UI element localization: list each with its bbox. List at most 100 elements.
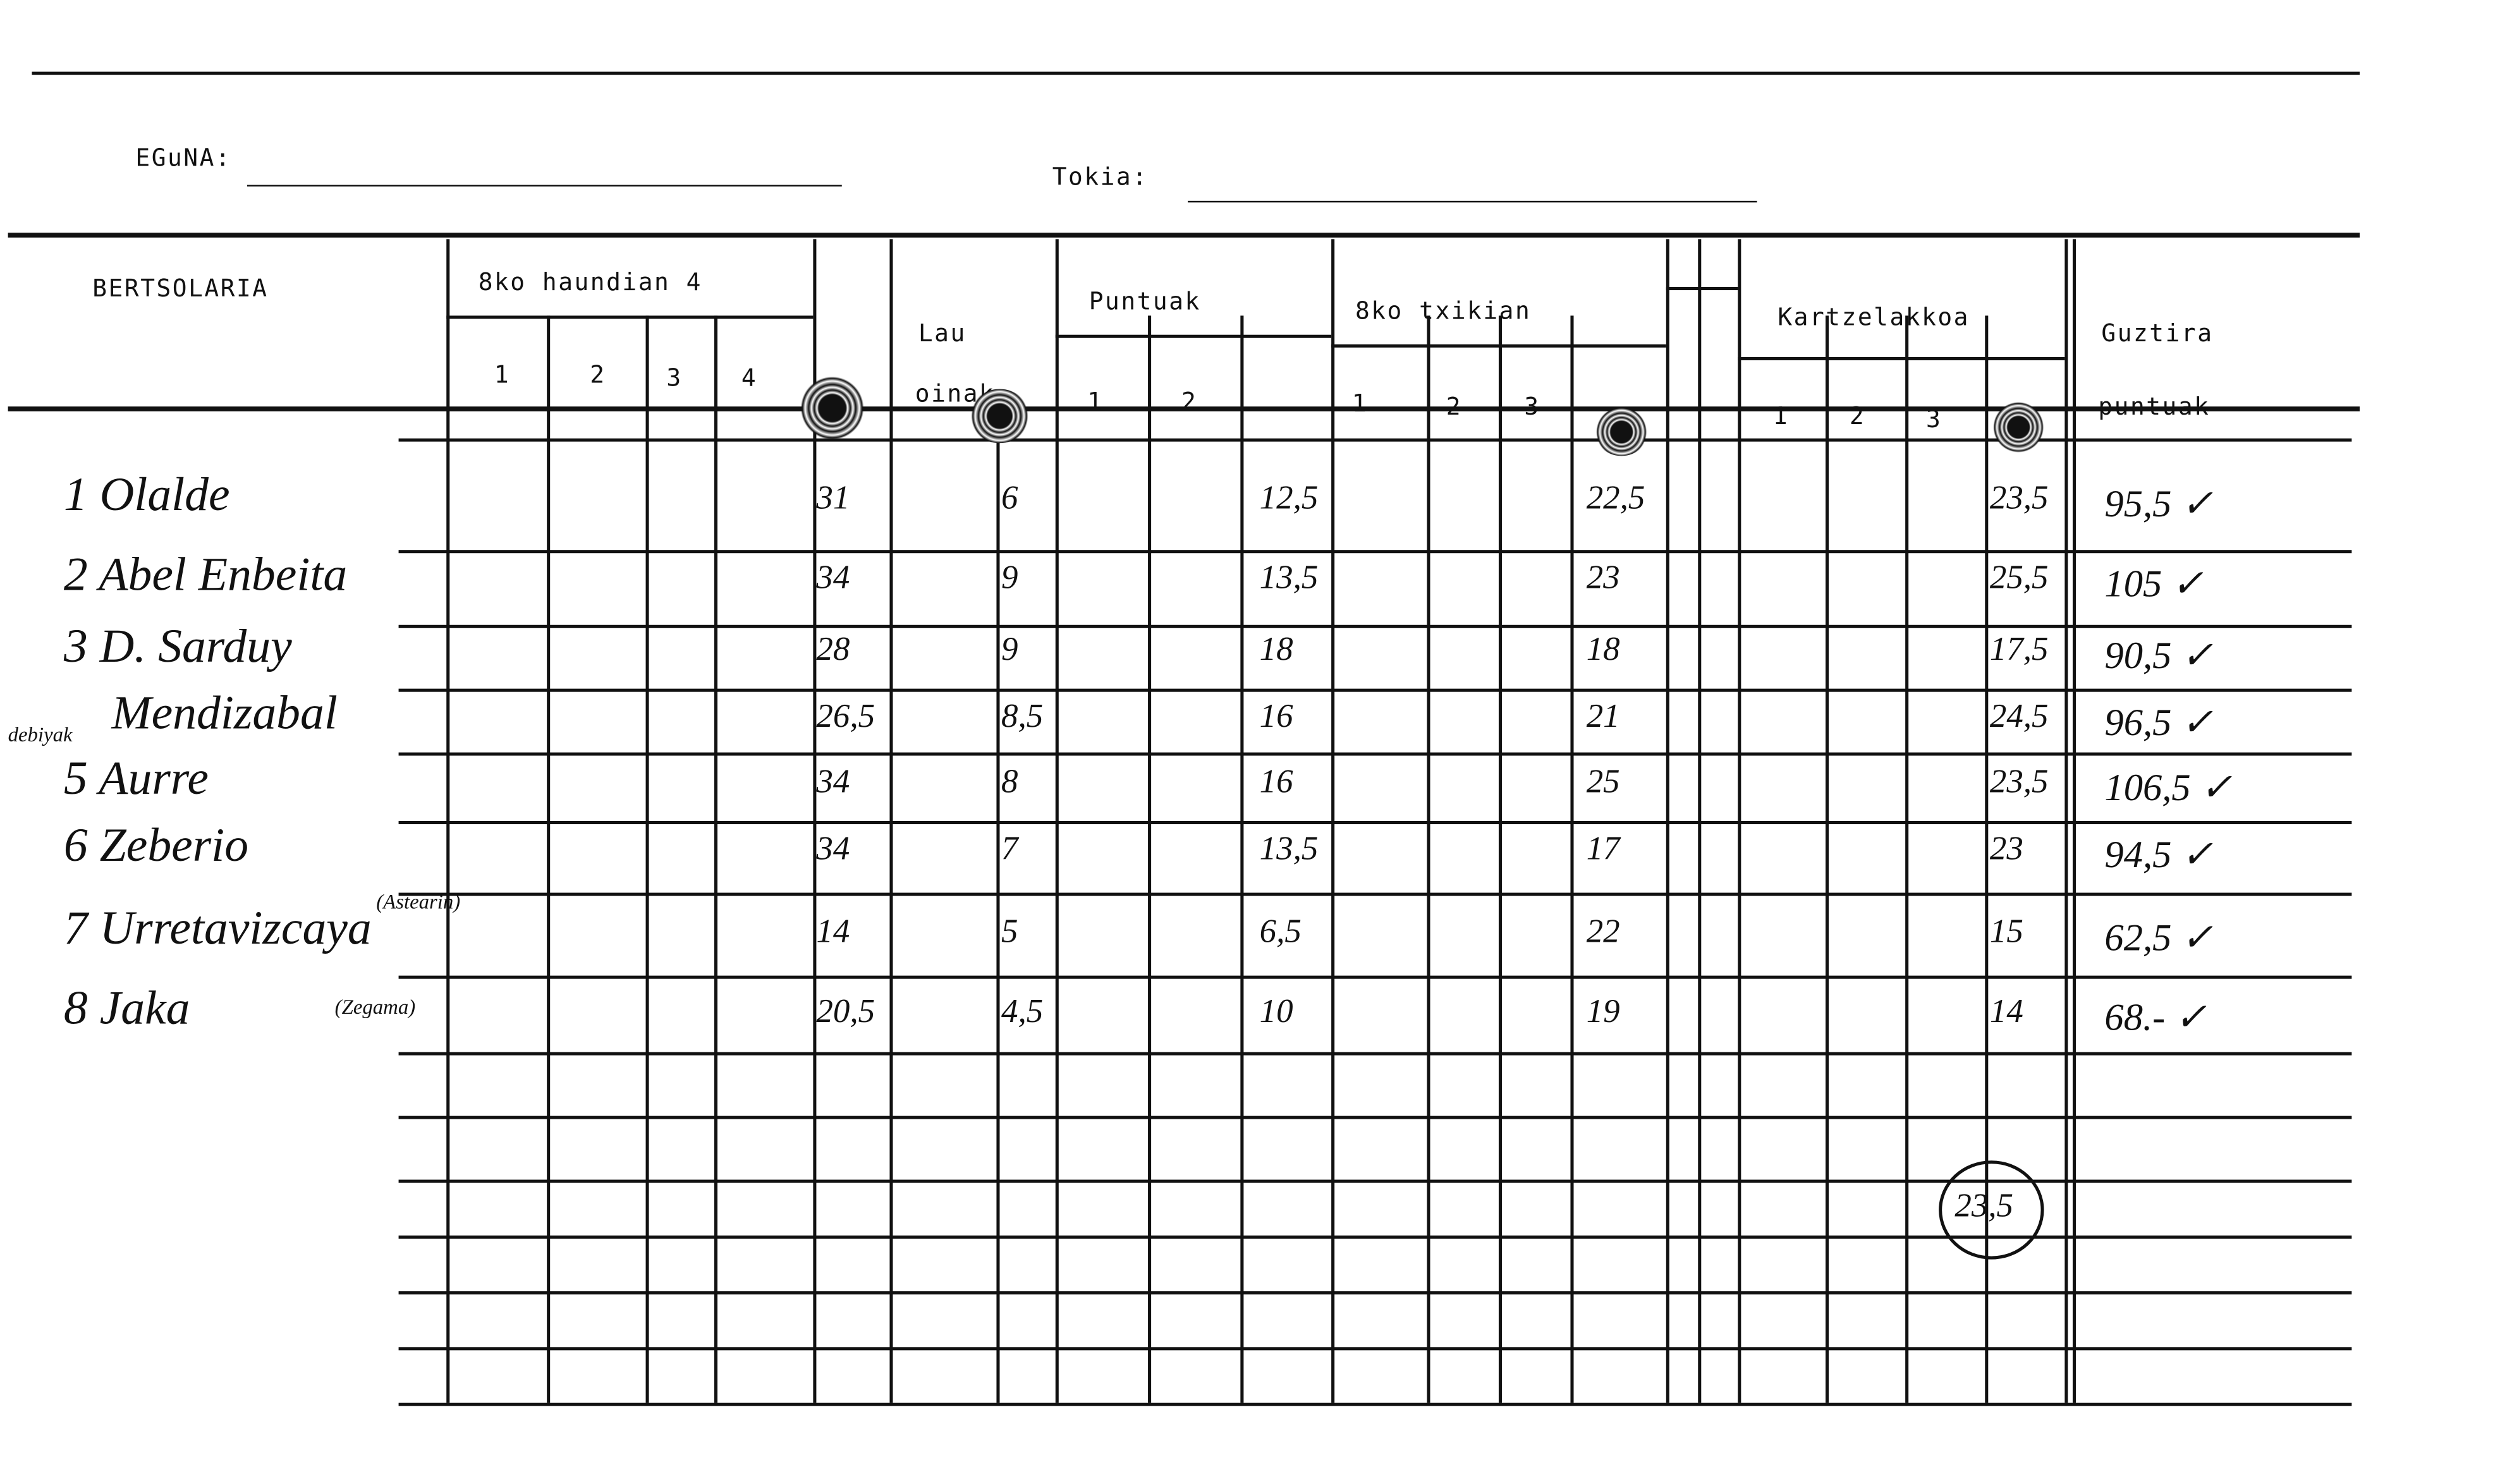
row-rule [8, 233, 2360, 237]
bertsolari-name: 5 Aurre [63, 752, 209, 805]
score-puntuak: 13,5 [1259, 829, 1319, 868]
score-kartzelakkoa: 24,5 [1989, 696, 2049, 735]
column-rule [1240, 315, 1243, 1403]
score-puntuak: 10 [1259, 991, 1293, 1030]
score-haundian: 34 [816, 762, 850, 801]
column-rule [813, 239, 817, 1403]
bertsolari-note: (Astearin) [376, 889, 461, 914]
score-haundian: 26,5 [816, 696, 875, 735]
extra-kartzelakkoa-score: 23,5 [1954, 1186, 2014, 1225]
place-field[interactable] [1188, 166, 1753, 194]
scribble-mark [1992, 401, 2044, 453]
row-rule [398, 1291, 2352, 1294]
column-rule [2064, 239, 2068, 1403]
score-lau-oinak: 5 [1001, 911, 1018, 951]
bertsolari-name: 8 Jaka [63, 982, 190, 1035]
score-haundian: 31 [816, 478, 850, 517]
score-txikian: 22 [1586, 911, 1620, 951]
column-rule [1331, 239, 1335, 1403]
header-puntuak-2: 2 [1181, 387, 1198, 417]
column-rule [889, 239, 893, 1403]
header-txikian-1: 1 [1351, 389, 1369, 418]
header-kartzelakkoa-1: 1 [1772, 401, 1790, 431]
score-lau-oinak: 6 [1001, 478, 1018, 517]
column-rule [547, 315, 549, 1403]
score-kartzelakkoa: 23 [1989, 829, 2023, 868]
score-haundian: 14 [816, 911, 850, 951]
score-puntuak: 16 [1259, 696, 1293, 735]
score-lau-oinak: 7 [1001, 829, 1018, 868]
score-txikian: 17 [1586, 829, 1620, 868]
header-puntuak: Puntuak [1088, 287, 1201, 316]
row-rule [446, 315, 814, 319]
row-rule [398, 1347, 2352, 1350]
column-rule [1985, 315, 1988, 1403]
header-txikian-3: 3 [1524, 392, 1540, 421]
score-txikian: 21 [1586, 696, 1620, 735]
score-lau-oinak: 8 [1001, 762, 1018, 801]
bertsolari-name: 1 Olalde [63, 468, 230, 521]
place-label: Tokia: [1052, 162, 1149, 192]
score-puntuak: 16 [1259, 762, 1293, 801]
score-lau-oinak: 4,5 [1001, 991, 1044, 1030]
column-rule [714, 315, 717, 1403]
bertsolari-name: Mendizabal [111, 687, 338, 740]
header-txikian-2: 2 [1446, 392, 1463, 421]
score-kartzelakkoa: 15 [1989, 911, 2023, 951]
score-total: 105 ✓ [2104, 564, 2204, 606]
column-rule [1698, 239, 1702, 1403]
date-label: EGuNA: [135, 143, 232, 173]
header-haundian: 8ko haundian 4 [478, 267, 702, 297]
score-kartzelakkoa: 23,5 [1989, 762, 2049, 801]
row-rule [398, 1402, 2352, 1406]
column-rule [1738, 239, 1741, 1403]
column-rule [1055, 239, 1059, 1403]
score-txikian: 22,5 [1586, 478, 1645, 517]
score-txikian: 19 [1586, 991, 1620, 1030]
header-haundian-3: 3 [666, 363, 683, 392]
score-total: 68.- ✓ [2104, 997, 2207, 1040]
column-rule [1498, 315, 1501, 1403]
header-puntuak-total: puntuak [2098, 392, 2210, 421]
row-rule [1666, 287, 1738, 291]
column-rule [1570, 315, 1573, 1403]
date-field[interactable] [255, 150, 842, 178]
row-rule [398, 892, 2352, 896]
row-rule [398, 550, 2352, 552]
score-puntuak: 18 [1259, 629, 1293, 668]
row-rule [1188, 200, 1757, 203]
header-kartzelakkoa-3: 3 [1925, 404, 1942, 434]
bertsolari-name: 3 D. Sarduy [63, 620, 292, 673]
score-lau-oinak: 9 [1001, 629, 1018, 668]
row-rule [1738, 356, 2065, 361]
score-total: 90,5 ✓ [2104, 636, 2214, 678]
row-rule [8, 406, 2360, 411]
score-total: 62,5 ✓ [2104, 918, 2214, 960]
column-rule [645, 315, 649, 1403]
score-puntuak: 13,5 [1259, 557, 1319, 597]
bertsolari-name: 7 Urretavizcaya [63, 902, 372, 955]
score-total: 95,5 ✓ [2104, 484, 2214, 526]
score-kartzelakkoa: 25,5 [1989, 557, 2049, 597]
header-puntuak-1: 1 [1087, 387, 1104, 417]
score-txikian: 18 [1586, 629, 1620, 668]
header-txikian: 8ko txikian [1355, 296, 1532, 325]
score-kartzelakkoa: 17,5 [1989, 629, 2049, 668]
column-rule [446, 239, 450, 1403]
row-rule [398, 820, 2352, 824]
row-rule [398, 624, 2352, 628]
score-haundian: 28 [816, 629, 850, 668]
score-total: 106,5 ✓ [2104, 768, 2233, 810]
row-rule [398, 1116, 2352, 1119]
score-kartzelakkoa: 14 [1989, 991, 2023, 1030]
row-rule [398, 975, 2352, 978]
score-total: 94,5 ✓ [2104, 835, 2214, 877]
score-haundian: 34 [816, 829, 850, 868]
row-rule [32, 71, 2360, 75]
column-rule [1148, 315, 1150, 1403]
scribble-mark [969, 389, 1030, 444]
column-rule [1905, 315, 1908, 1403]
score-kartzelakkoa: 23,5 [1989, 478, 2049, 517]
row-rule [398, 752, 2352, 755]
